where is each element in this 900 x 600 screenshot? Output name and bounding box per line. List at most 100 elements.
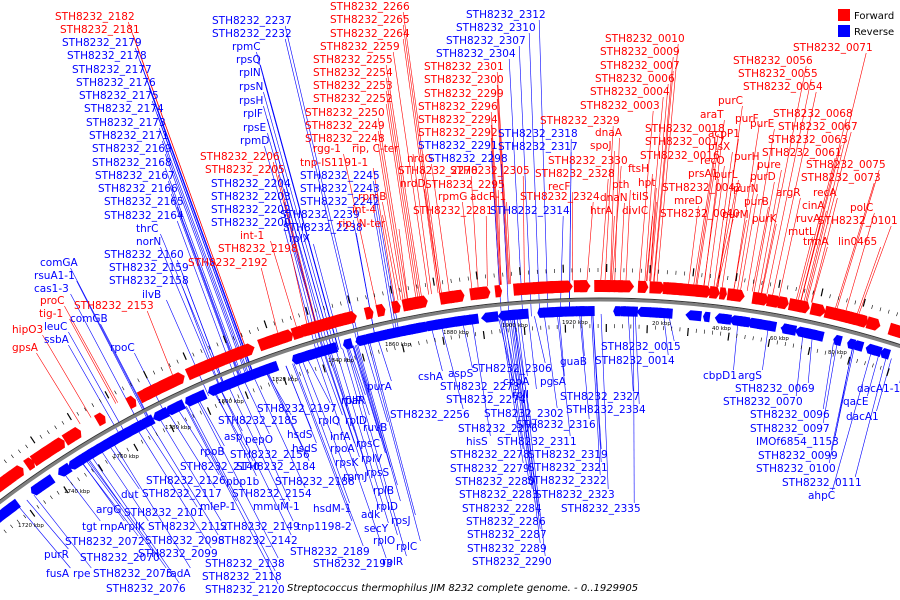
forward-gene-arrow (558, 280, 573, 293)
inner-scale-tick (800, 345, 803, 350)
outer-scale-tick (121, 386, 125, 391)
label-connector-line (197, 400, 279, 559)
label-connector-line (610, 150, 615, 281)
gene-features (0, 280, 900, 523)
forward-gene-label: STH8232_0006 (595, 73, 675, 85)
inner-scale-tick (410, 342, 412, 347)
label-connector-line (845, 212, 875, 311)
forward-gene-label: STH8232_2329 (540, 115, 620, 127)
forward-gene-label: STH8232_2259 (320, 41, 400, 53)
outer-scale-tick (39, 434, 43, 439)
forward-gene-label: STH8232_0055 (738, 68, 818, 80)
reverse-gene-label: rpsH (239, 95, 263, 107)
reverse-gene-label: STH8232_2290 (472, 556, 552, 568)
label-connector-line (633, 314, 635, 504)
outer-scale-tick (3, 459, 7, 464)
reverse-gene-label: rplI (512, 389, 529, 401)
outer-scale-tick (248, 329, 251, 335)
label-connector-line (766, 78, 812, 294)
label-connector-line (490, 111, 502, 285)
reverse-gene-label: ahpC (808, 490, 835, 502)
reverse-gene-label: STH8232_2239 (280, 209, 360, 221)
reverse-gene-label: rpsK (335, 457, 359, 469)
reverse-gene-label: infA (330, 431, 351, 443)
reverse-gene-label: pbp1b (226, 476, 260, 488)
genome-backbone-edge (0, 297, 900, 501)
reverse-gene-arrow (613, 306, 621, 317)
label-connector-line (68, 344, 123, 440)
reverse-gene-label: rplO (373, 535, 395, 547)
label-connector-line (144, 426, 198, 508)
reverse-gene-label: hsdS (287, 429, 313, 441)
outer-scale-tick (896, 312, 898, 317)
label-connector-line (270, 240, 297, 327)
forward-gene-label: recO (700, 155, 725, 167)
label-connector-line (372, 193, 398, 336)
reverse-gene-label: STH8232_2323 (535, 489, 615, 501)
forward-gene-label: purE (750, 118, 774, 130)
outer-scale-tick (208, 345, 211, 350)
legend-forward-swatch (838, 9, 850, 21)
forward-gene-label: purC (718, 95, 743, 107)
reverse-gene-arrow (481, 311, 499, 323)
reverse-gene-label: STH8232_2291 (418, 140, 498, 152)
label-connector-line (800, 118, 847, 301)
forward-gene-arrow (649, 281, 666, 294)
reverse-gene-label: pgsA (540, 376, 567, 388)
forward-gene-arrow (290, 325, 306, 340)
forward-gene-label: trmA (803, 236, 829, 248)
inner-scale-tick (112, 455, 115, 460)
forward-gene-label: tnp-IS1191-1 (300, 157, 368, 169)
label-connector-line (184, 406, 279, 585)
outer-scale-tick (46, 430, 50, 434)
label-connector-line (156, 113, 253, 379)
reverse-gene-arrow (753, 318, 771, 331)
reverse-gene-label: STH8232_2273 (440, 381, 520, 393)
reverse-gene-arrow (266, 360, 280, 374)
reverse-gene-label: cbpD1 (703, 370, 737, 382)
outer-scale-tick (450, 278, 452, 283)
outer-scale-tick (281, 318, 284, 323)
label-connector-line (214, 393, 254, 462)
forward-gene-arrow (754, 292, 769, 306)
forward-gene-label: araT (700, 109, 724, 121)
reverse-gene-label: rpsJ (391, 515, 411, 527)
label-connector-line (377, 143, 404, 300)
outer-scale-tick (222, 335, 227, 344)
reverse-gene-arrow (780, 323, 798, 336)
forward-gene-arrow (494, 285, 503, 298)
legend: Forward Reverse (838, 9, 894, 38)
label-connector-line (372, 167, 395, 302)
reverse-gene-label: argG (96, 504, 121, 516)
reverse-gene-arrow (576, 306, 589, 317)
reverse-gene-label: rsuA1-1 (34, 270, 75, 282)
label-connector-line (811, 197, 838, 303)
label-connector-line (610, 215, 615, 281)
forward-gene-arrow (391, 300, 401, 314)
label-connector-line (267, 118, 334, 352)
inner-scale-tick (10, 524, 14, 529)
inner-scale-tick (16, 519, 20, 524)
reverse-gene-label: rpsN (239, 81, 263, 93)
label-connector-line (688, 205, 699, 284)
label-connector-line (528, 32, 540, 316)
label-connector-line (614, 137, 620, 281)
reverse-gene-label: rplD (376, 501, 398, 513)
forward-gene-label: mreD (674, 195, 703, 207)
reverse-gene-arrow (585, 306, 595, 317)
inner-scale-tick (3, 529, 7, 534)
reverse-gene-label: STH8232_2156 (230, 449, 310, 461)
reverse-gene-label: rplD (345, 415, 367, 427)
label-connector-line (557, 314, 571, 437)
reverse-gene-label: STH8232_2274 (446, 394, 526, 406)
label-connector-line (377, 130, 406, 300)
forward-gene-label: purB (744, 196, 769, 208)
outer-scale-tick (137, 378, 140, 383)
label-connector-line (830, 347, 854, 451)
label-connector-line (33, 494, 92, 569)
label-connector-line (330, 351, 380, 510)
forward-gene-label: STH8232_0009 (600, 46, 680, 58)
inner-scale-tick (442, 336, 445, 345)
reverse-gene-label: STH8232_2204 (211, 178, 291, 190)
label-connector-line (518, 45, 532, 317)
